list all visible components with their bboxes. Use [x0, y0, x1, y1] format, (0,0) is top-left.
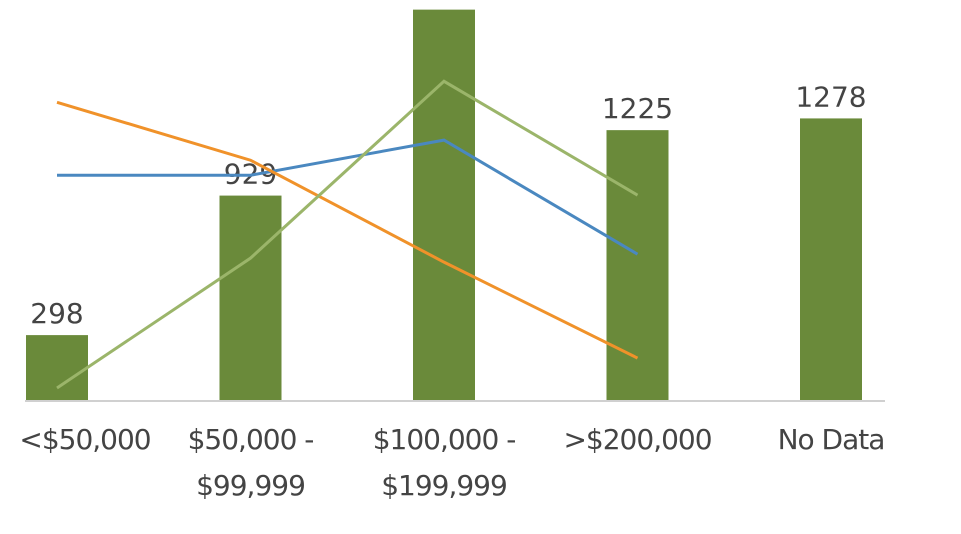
x-tick-label: No Data — [777, 423, 886, 456]
bar — [413, 9, 475, 402]
x-tick-label: <$50,000 — [19, 423, 151, 456]
x-tick-label: $100,000 - $199,999 — [372, 423, 517, 502]
bar — [606, 130, 669, 401]
bar — [219, 195, 282, 401]
bar — [800, 118, 862, 402]
line-series — [57, 138, 639, 256]
data-label: 1278 — [795, 80, 866, 113]
data-label: 298 — [30, 297, 83, 330]
line-series — [56, 100, 639, 360]
x-tick-label: >$200,000 — [563, 423, 712, 456]
line-series — [56, 79, 639, 390]
data-label: 1225 — [602, 92, 673, 125]
bar — [26, 335, 88, 401]
x-tick-label: $50,000 - $99,999 — [187, 423, 315, 502]
